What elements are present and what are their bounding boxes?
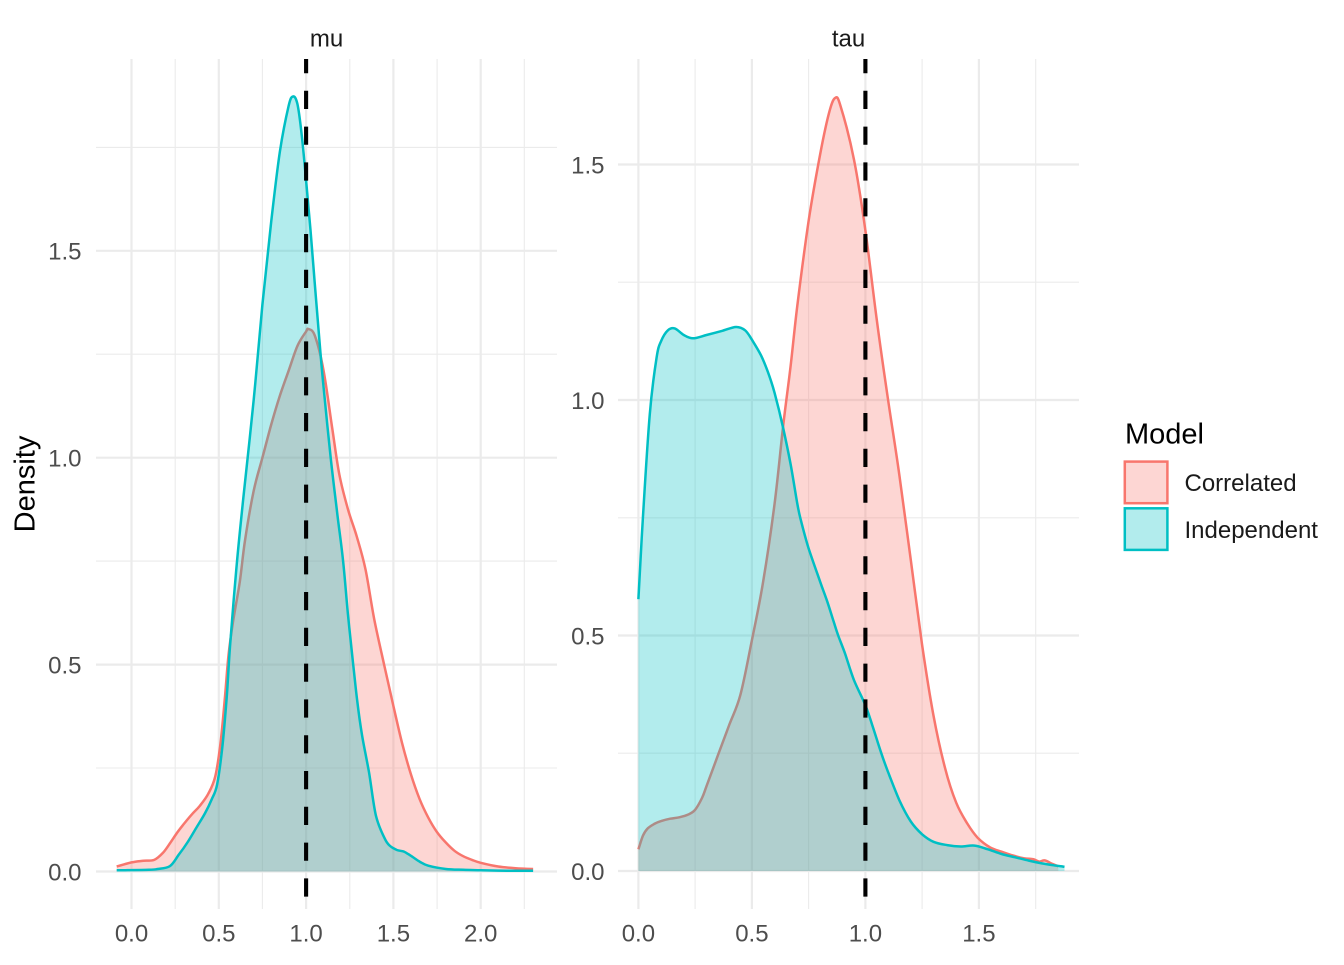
svg-text:0.5: 0.5 [202, 920, 235, 947]
svg-text:1.5: 1.5 [377, 920, 410, 947]
svg-text:0.5: 0.5 [735, 920, 768, 947]
svg-text:1.0: 1.0 [48, 446, 81, 473]
svg-text:0.0: 0.0 [115, 920, 148, 947]
svg-text:1.0: 1.0 [849, 920, 882, 947]
svg-text:0.0: 0.0 [571, 859, 604, 886]
svg-text:Model: Model [1125, 419, 1204, 451]
svg-text:1.5: 1.5 [571, 152, 604, 179]
svg-text:0.0: 0.0 [48, 859, 81, 886]
svg-text:0.5: 0.5 [571, 623, 604, 650]
svg-text:1.5: 1.5 [48, 239, 81, 266]
svg-text:Density: Density [10, 435, 42, 532]
svg-text:Correlated: Correlated [1185, 470, 1297, 497]
svg-text:tau: tau [832, 25, 865, 52]
svg-text:Independent: Independent [1185, 517, 1319, 544]
svg-text:0.5: 0.5 [48, 652, 81, 679]
svg-text:0.0: 0.0 [622, 920, 655, 947]
svg-text:2.0: 2.0 [464, 920, 497, 947]
svg-text:mu: mu [310, 25, 343, 52]
svg-text:1.0: 1.0 [571, 388, 604, 415]
svg-text:1.0: 1.0 [289, 920, 322, 947]
svg-text:1.5: 1.5 [962, 920, 995, 947]
